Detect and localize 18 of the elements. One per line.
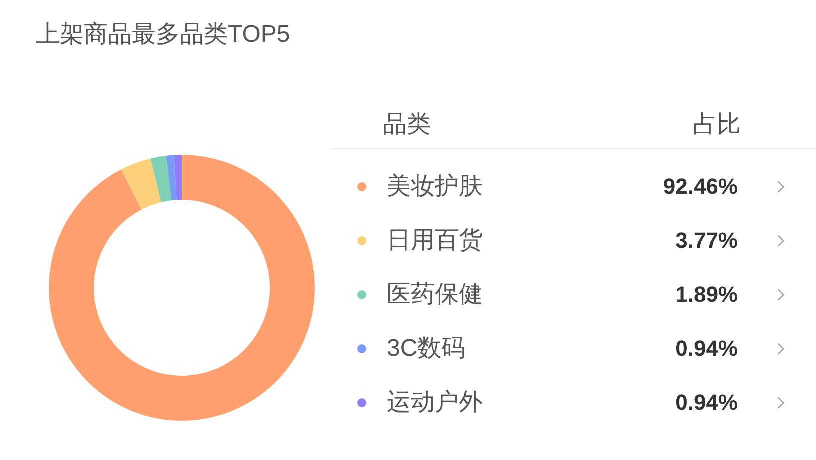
legend-label: 日用百货 (387, 227, 483, 254)
donut-slice (166, 155, 177, 201)
legend-label: 医药保健 (387, 281, 483, 308)
data-label: 3.77% (676, 228, 738, 253)
legend-title: 品类 (383, 111, 431, 138)
donut-slice (49, 155, 315, 421)
data-label: 0.94% (676, 390, 738, 415)
donut-slice (121, 158, 162, 210)
legend-label: 美妆护肤 (387, 173, 483, 200)
legend-label: 运动户外 (387, 389, 483, 416)
data-label: 1.89% (676, 282, 738, 307)
chart-title: 上架商品最多品类TOP5 (36, 21, 290, 48)
data-label: 92.46% (663, 174, 738, 199)
text: 占比 (693, 111, 741, 138)
data-label: 0.94% (676, 336, 738, 361)
legend-label: 3C数码 (387, 335, 466, 362)
donut-slice (150, 156, 172, 202)
donut-slice (174, 155, 182, 200)
